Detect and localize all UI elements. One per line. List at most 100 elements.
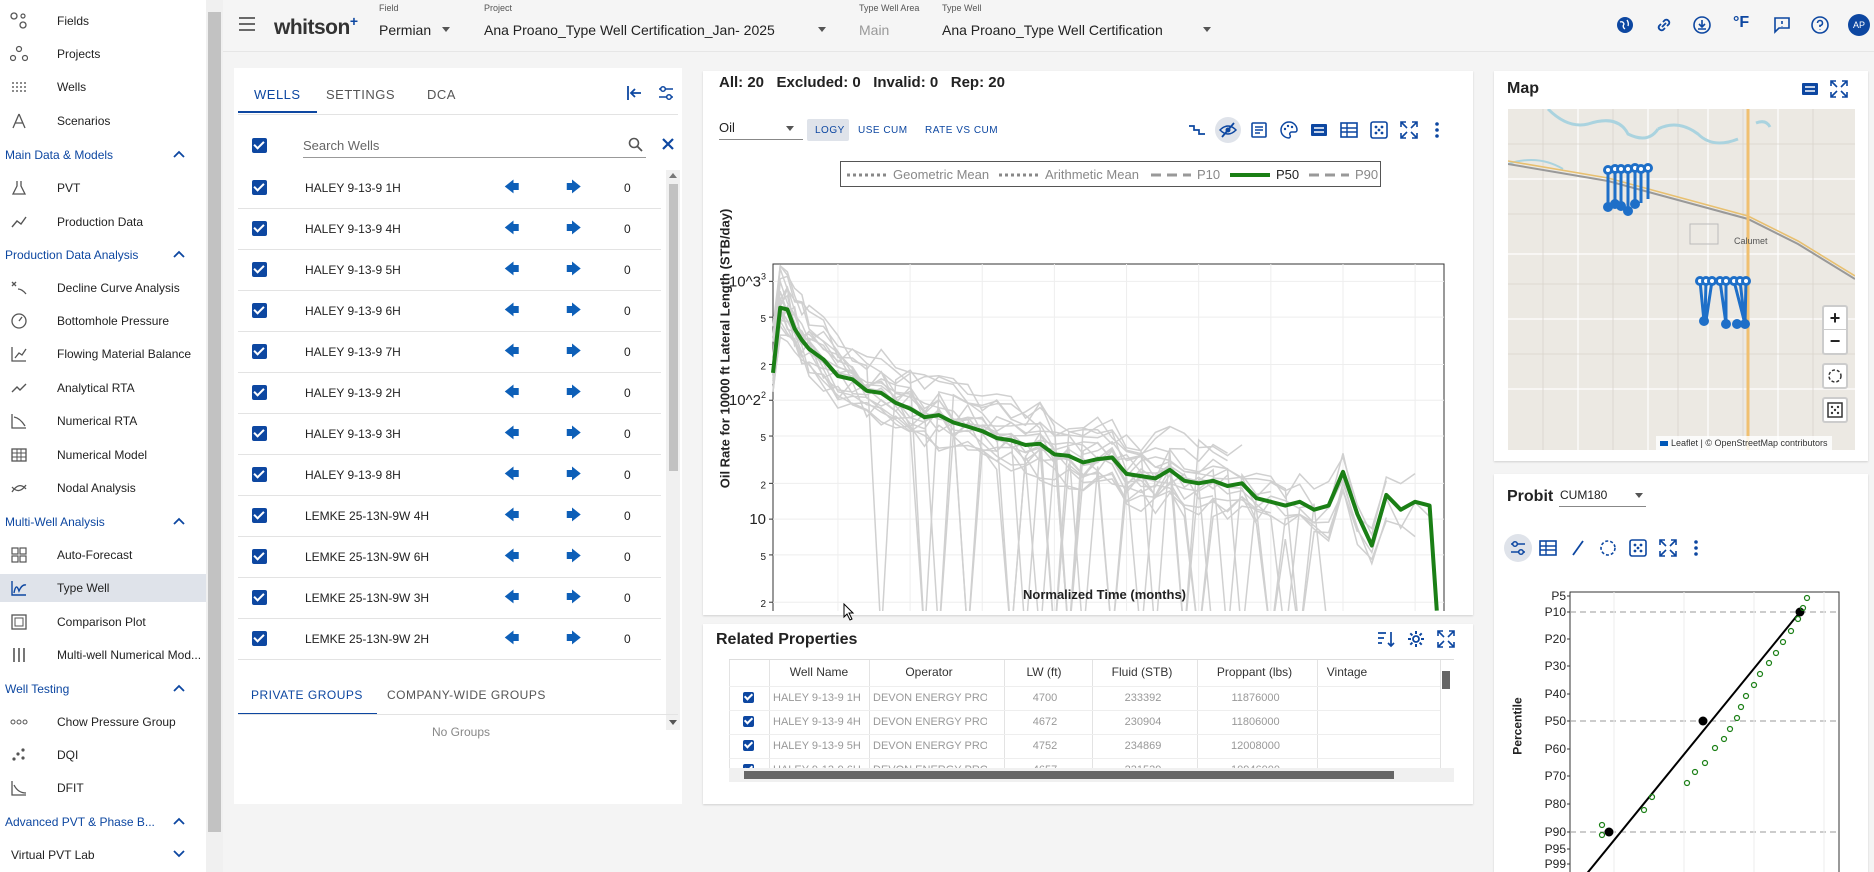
sidebar-item-type-well[interactable]: Type Well <box>0 574 206 602</box>
table-icon[interactable] <box>1539 539 1557 557</box>
arrow-left-icon[interactable]: 🡄 <box>504 179 520 196</box>
sidebar-item-scenarios[interactable]: Scenarios <box>0 107 206 135</box>
lasso-icon[interactable] <box>1599 539 1617 557</box>
sidebar-item-numerical-rta[interactable]: Numerical RTA <box>0 407 206 435</box>
well-row[interactable]: LEMKE 25-13N-9W 6H 🡄 🡆 0 <box>238 537 661 578</box>
tab-settings[interactable]: SETTINGS <box>326 87 396 102</box>
fullscreen-icon[interactable] <box>1400 121 1418 139</box>
sidebar-item-dfit[interactable]: DFIT <box>0 774 206 802</box>
well-checkbox[interactable] <box>252 631 267 646</box>
link-icon[interactable] <box>1655 16 1673 34</box>
arrow-left-icon[interactable]: 🡄 <box>504 466 520 483</box>
menu-icon[interactable] <box>239 17 255 31</box>
step-line-icon[interactable] <box>1188 121 1206 139</box>
arrow-right-icon[interactable]: 🡆 <box>566 630 582 647</box>
legend-icon[interactable] <box>1310 121 1328 139</box>
well-row[interactable]: HALEY 9-13-9 8H 🡄 🡆 0 <box>238 455 661 496</box>
arrow-left-icon[interactable]: 🡄 <box>504 343 520 360</box>
project-caret-icon[interactable] <box>818 27 826 32</box>
well-list-scrollbar[interactable] <box>666 170 680 730</box>
phase-caret-icon[interactable] <box>786 126 794 131</box>
feedback-icon[interactable] <box>1773 16 1791 34</box>
well-checkbox[interactable] <box>252 385 267 400</box>
arrow-left-icon[interactable]: 🡄 <box>504 302 520 319</box>
well-checkbox[interactable] <box>252 426 267 441</box>
row-checkbox[interactable] <box>743 692 754 703</box>
probit-caret-icon[interactable] <box>1635 493 1643 498</box>
lasso-select-button[interactable] <box>1822 363 1848 389</box>
palette-icon[interactable] <box>1280 121 1298 139</box>
avatar[interactable]: AP <box>1848 14 1870 36</box>
related-vscrollbar[interactable] <box>1440 659 1452 769</box>
well-checkbox[interactable] <box>252 344 267 359</box>
sidebar-scrollbar[interactable] <box>206 0 223 872</box>
help-icon[interactable] <box>1811 16 1829 34</box>
more-vert-icon[interactable] <box>1693 539 1699 557</box>
zoom-out-button[interactable]: − <box>1829 331 1841 351</box>
map-view[interactable]: Calumet <box>1508 109 1855 450</box>
arrow-left-icon[interactable]: 🡄 <box>504 589 520 606</box>
well-checkbox[interactable] <box>252 549 267 564</box>
rate-vs-cum-button[interactable]: RATE VS CUM <box>925 125 999 136</box>
well-row[interactable]: HALEY 9-13-9 6H 🡄 🡆 0 <box>238 291 661 332</box>
zoom-in-button[interactable]: + <box>1824 307 1846 330</box>
well-row[interactable]: HALEY 9-13-9 2H 🡄 🡆 0 <box>238 373 661 414</box>
well-checkbox[interactable] <box>252 590 267 605</box>
arrow-right-icon[interactable]: 🡆 <box>566 425 582 442</box>
related-hscrollbar[interactable] <box>729 768 1454 782</box>
close-icon[interactable] <box>661 137 675 151</box>
filter-settings-icon[interactable] <box>1509 539 1527 557</box>
well-row[interactable]: HALEY 9-13-9 3H 🡄 🡆 0 <box>238 414 661 455</box>
tab-private-groups[interactable]: PRIVATE GROUPS <box>251 688 363 702</box>
arrow-left-icon[interactable]: 🡄 <box>504 384 520 401</box>
arrow-left-icon[interactable]: 🡄 <box>504 548 520 565</box>
sidebar-item-production-data[interactable]: Production Data <box>0 208 206 236</box>
row-checkbox[interactable] <box>743 716 754 727</box>
project-select[interactable]: Ana Proano_Type Well Certification_Jan- … <box>484 22 775 38</box>
sidebar-item-multiwell-numerical[interactable]: Multi-well Numerical Mod... <box>0 641 206 669</box>
fahrenheit-icon[interactable]: °F <box>1733 14 1750 31</box>
arrow-left-icon[interactable]: 🡄 <box>504 220 520 237</box>
sidebar-item-fmb[interactable]: Flowing Material Balance <box>0 340 206 368</box>
well-row[interactable]: LEMKE 25-13N-9W 2H 🡄 🡆 0 <box>238 619 661 660</box>
well-checkbox[interactable] <box>252 303 267 318</box>
scrollbar-thumb[interactable] <box>669 184 678 471</box>
well-row[interactable]: HALEY 9-13-9 1H 🡄 🡆 0 <box>238 168 661 209</box>
column-header[interactable]: Fluid (STB) <box>1111 665 1173 679</box>
scrollbar-thumb[interactable] <box>744 771 1394 779</box>
well-row[interactable]: HALEY 9-13-9 4H 🡄 🡆 0 <box>238 209 661 250</box>
column-header[interactable]: Operator <box>905 665 953 679</box>
search-input[interactable]: Search Wells <box>303 138 380 153</box>
well-checkbox[interactable] <box>252 221 267 236</box>
section-well-testing[interactable]: Well Testing <box>0 676 206 702</box>
legend-icon[interactable] <box>1801 80 1819 98</box>
arrow-left-icon[interactable]: 🡄 <box>504 630 520 647</box>
column-header[interactable]: Proppant (lbs) <box>1216 665 1293 679</box>
field-select[interactable]: Permian <box>379 22 432 38</box>
collapse-panel-icon[interactable] <box>626 84 644 102</box>
logy-toggle[interactable] <box>807 119 849 141</box>
tab-wells[interactable]: WELLS <box>254 87 301 102</box>
arrow-right-icon[interactable]: 🡆 <box>566 343 582 360</box>
section-production-data-analysis[interactable]: Production Data Analysis <box>0 242 206 268</box>
filter-settings-icon[interactable] <box>657 84 675 102</box>
eye-off-icon[interactable] <box>1219 121 1237 139</box>
arrow-left-icon[interactable]: 🡄 <box>504 425 520 442</box>
typewell-select[interactable]: Ana Proano_Type Well Certification <box>942 22 1163 38</box>
well-row[interactable]: HALEY 9-13-9 7H 🡄 🡆 0 <box>238 332 661 373</box>
tab-dca[interactable]: DCA <box>427 87 456 102</box>
table-row[interactable] <box>729 734 1440 758</box>
sidebar-item-numerical-model[interactable]: Numerical Model <box>0 441 206 469</box>
sidebar-item-projects[interactable]: Projects <box>0 40 206 68</box>
column-header[interactable]: Vintage <box>1326 665 1368 679</box>
arrow-left-icon[interactable]: 🡄 <box>504 507 520 524</box>
table-row[interactable] <box>729 710 1440 734</box>
section-advanced-pvt[interactable]: Advanced PVT & Phase B... <box>0 809 206 835</box>
arrow-right-icon[interactable]: 🡆 <box>566 220 582 237</box>
field-caret-icon[interactable] <box>442 27 450 32</box>
more-vert-icon[interactable] <box>1434 121 1440 139</box>
scrollbar-thumb[interactable] <box>1442 671 1450 689</box>
download-icon[interactable] <box>1693 16 1711 34</box>
well-row[interactable]: LEMKE 25-13N-9W 4H 🡄 🡆 0 <box>238 496 661 537</box>
row-checkbox[interactable] <box>743 764 754 769</box>
